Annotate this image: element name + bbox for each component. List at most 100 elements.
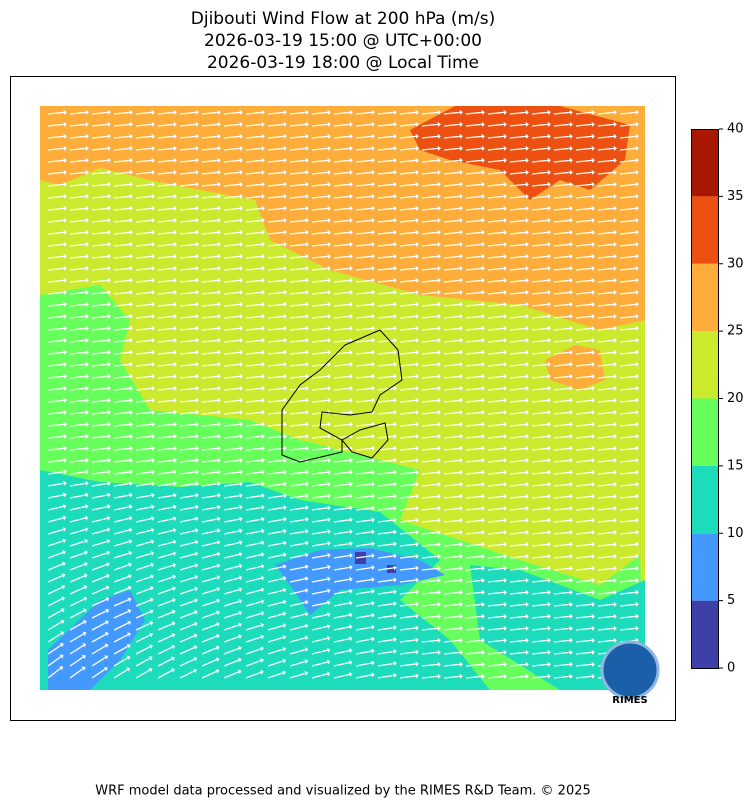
arrow-shaft bbox=[509, 195, 526, 199]
wind-arrow bbox=[91, 620, 109, 631]
wind-arrow bbox=[157, 597, 176, 607]
arrow-shaft bbox=[157, 375, 174, 379]
arrow-head bbox=[591, 193, 595, 199]
arrow-shaft bbox=[69, 435, 86, 439]
arrow-head bbox=[193, 668, 198, 674]
arrow-head bbox=[239, 445, 243, 451]
arrow-head bbox=[393, 505, 397, 511]
arrow-head bbox=[195, 481, 199, 487]
wind-arrow bbox=[311, 552, 331, 559]
arrow-head bbox=[283, 337, 287, 343]
arrow-shaft bbox=[399, 375, 416, 379]
arrow-head bbox=[107, 385, 111, 391]
arrow-head bbox=[613, 337, 617, 343]
wind-arrow bbox=[157, 349, 177, 355]
arrow-head bbox=[261, 169, 265, 175]
arrow-shaft bbox=[157, 529, 174, 535]
arrow-shaft bbox=[245, 565, 262, 571]
arrow-shaft bbox=[531, 279, 548, 283]
arrow-head bbox=[61, 584, 66, 590]
wind-arrow bbox=[399, 577, 419, 583]
wind-arrow bbox=[575, 253, 595, 259]
wind-arrow bbox=[267, 169, 287, 175]
wind-arrow bbox=[487, 337, 507, 343]
wind-arrow bbox=[465, 217, 485, 223]
wind-arrow bbox=[179, 469, 199, 475]
arrow-head bbox=[129, 157, 133, 163]
wind-arrow bbox=[201, 622, 220, 631]
wind-arrow bbox=[377, 625, 397, 631]
arrow-head bbox=[437, 673, 441, 679]
wind-arrow bbox=[575, 397, 595, 403]
arrow-head bbox=[415, 181, 419, 187]
arrow-shaft bbox=[487, 447, 504, 451]
arrow-head bbox=[349, 409, 353, 415]
arrow-shaft bbox=[91, 668, 106, 679]
arrow-shaft bbox=[355, 327, 372, 331]
wind-arrow bbox=[421, 349, 441, 355]
wind-arrow bbox=[575, 577, 595, 583]
arrow-head bbox=[217, 409, 221, 415]
arrow-shaft bbox=[443, 147, 460, 151]
arrow-shaft bbox=[443, 327, 460, 331]
arrow-head bbox=[261, 504, 265, 510]
wind-arrow bbox=[465, 457, 485, 463]
arrow-head bbox=[261, 181, 265, 187]
wind-arrow bbox=[399, 133, 419, 139]
arrow-head bbox=[239, 469, 243, 475]
arrow-head bbox=[415, 445, 419, 451]
arrow-head bbox=[437, 589, 441, 595]
arrow-head bbox=[151, 205, 155, 211]
wind-arrow bbox=[157, 469, 177, 475]
arrow-shaft bbox=[267, 387, 284, 391]
wind-arrow bbox=[399, 397, 419, 403]
wind-arrow bbox=[465, 397, 485, 403]
arrow-shaft bbox=[355, 315, 372, 319]
arrow-head bbox=[481, 241, 485, 247]
wind-arrow bbox=[509, 313, 529, 319]
wind-arrow bbox=[69, 361, 89, 367]
arrow-head bbox=[173, 421, 177, 427]
arrow-head bbox=[415, 409, 419, 415]
wind-arrow bbox=[333, 253, 353, 259]
arrow-shaft bbox=[311, 519, 328, 523]
arrow-shaft bbox=[619, 375, 636, 379]
arrow-head bbox=[63, 373, 67, 379]
arrow-shaft bbox=[553, 183, 570, 187]
wind-arrow bbox=[289, 325, 309, 331]
wind-arrow bbox=[157, 527, 177, 535]
arrow-shaft bbox=[443, 255, 460, 259]
arrow-head bbox=[239, 504, 243, 510]
arrow-shaft bbox=[223, 291, 240, 295]
wind-arrow bbox=[179, 574, 199, 583]
wind-arrow bbox=[509, 637, 529, 643]
arrow-head bbox=[349, 229, 353, 235]
arrow-head bbox=[481, 637, 485, 643]
arrow-head bbox=[525, 217, 529, 223]
arrow-head bbox=[171, 609, 176, 615]
arrow-head bbox=[481, 181, 485, 187]
arrow-shaft bbox=[113, 657, 129, 667]
arrow-shaft bbox=[531, 675, 548, 679]
arrow-shaft bbox=[553, 447, 570, 451]
arrow-head bbox=[305, 193, 309, 199]
arrow-shaft bbox=[575, 255, 592, 259]
wind-arrow bbox=[377, 253, 397, 259]
arrow-head bbox=[85, 121, 89, 127]
arrow-head bbox=[349, 648, 353, 654]
arrow-shaft bbox=[69, 447, 86, 451]
arrow-head bbox=[459, 325, 463, 331]
arrow-head bbox=[569, 157, 573, 163]
arrow-head bbox=[371, 589, 375, 594]
wind-arrow bbox=[135, 539, 155, 547]
arrow-head bbox=[305, 552, 309, 558]
wind-arrow bbox=[135, 385, 155, 391]
arrow-shaft bbox=[223, 612, 240, 619]
wind-arrow bbox=[69, 145, 89, 151]
wind-arrow bbox=[69, 561, 88, 571]
wind-arrow bbox=[267, 658, 287, 667]
arrow-head bbox=[547, 349, 551, 355]
arrow-shaft bbox=[135, 327, 152, 331]
wind-arrow bbox=[113, 337, 133, 343]
wind-arrow bbox=[619, 109, 639, 115]
